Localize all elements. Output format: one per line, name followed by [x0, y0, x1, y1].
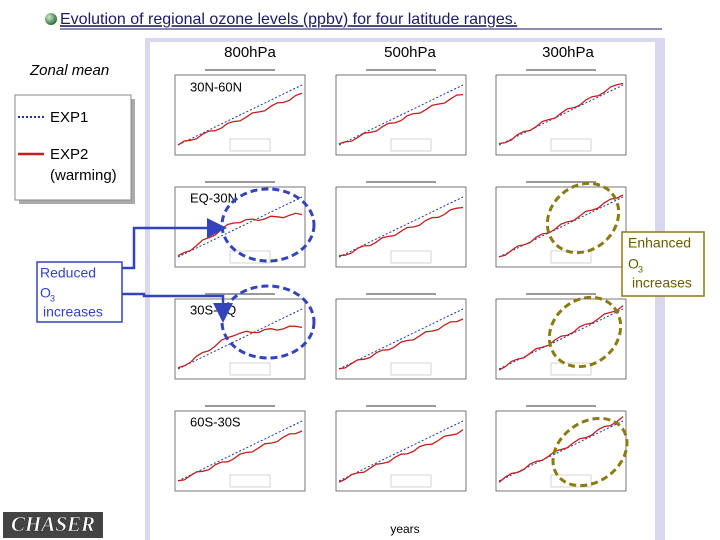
exp1-curve — [338, 420, 464, 482]
exp1-curve — [177, 420, 303, 482]
column-header: 500hPa — [384, 44, 436, 61]
column-header: 800hPa — [224, 44, 276, 61]
mini-legend — [229, 362, 271, 376]
exp2-curve — [498, 416, 624, 483]
mini-legend — [550, 138, 592, 152]
exp2-curve — [338, 93, 464, 145]
annotation-text: increases — [43, 304, 103, 320]
exp2-curve — [177, 92, 303, 146]
exp2-curve — [338, 206, 464, 257]
logo-box — [3, 512, 103, 538]
highlight — [551, 416, 629, 488]
exp1-curve — [338, 308, 464, 370]
exp1-curve — [498, 420, 624, 482]
highlight — [547, 295, 623, 369]
mini-legend — [390, 362, 432, 376]
exp1-curve — [338, 196, 464, 258]
mini-legend — [390, 138, 432, 152]
annotation-text: increases — [632, 275, 692, 291]
exp1-curve — [177, 196, 303, 258]
exp1-curve — [498, 308, 624, 370]
mini-legend — [390, 474, 432, 488]
highlight — [220, 187, 316, 263]
exp1-curve — [177, 308, 303, 370]
exp1-curve — [498, 84, 624, 146]
exp2-curve — [338, 318, 464, 370]
annotation-text: Enhanced — [628, 235, 691, 251]
annotation-text: Reduced — [40, 265, 96, 281]
exp2-curve — [177, 325, 303, 369]
exp2-curve — [177, 212, 303, 257]
row-label: EQ-30N — [190, 190, 237, 205]
arrow — [122, 292, 233, 323]
exp2-curve — [498, 194, 624, 258]
exp2-curve — [338, 429, 464, 483]
exp1-curve — [338, 84, 464, 146]
annotation-subscript: 3 — [50, 293, 55, 303]
legend-label: EXP2 — [50, 146, 88, 163]
legend-label: EXP1 — [50, 109, 88, 126]
slide-title: Evolution of regional ozone levels (ppbv… — [60, 11, 517, 28]
arrow — [122, 218, 227, 270]
annotation-box — [621, 231, 705, 297]
legend-note: (warming) — [50, 167, 117, 184]
mini-legend — [390, 250, 432, 264]
exp2-curve — [498, 82, 624, 145]
annotation-box — [36, 261, 123, 323]
exp2-curve — [177, 430, 303, 482]
logo: CHASER — [11, 512, 95, 536]
highlight — [220, 284, 316, 360]
annotation-subscript: 3 — [638, 264, 643, 274]
exp1-curve — [177, 84, 303, 146]
column-header: 300hPa — [542, 44, 594, 61]
zonal-mean-label: Zonal mean — [29, 62, 109, 79]
row-label: 30N-60N — [190, 79, 242, 94]
mini-legend — [229, 138, 271, 152]
annotation-text: O — [628, 256, 639, 272]
x-axis-label: years — [390, 522, 419, 536]
exp2-curve — [498, 305, 624, 371]
bullet — [45, 13, 57, 25]
exp1-curve — [498, 196, 624, 258]
mini-legend — [229, 474, 271, 488]
legend — [14, 94, 132, 201]
row-label: 60S-30S — [190, 414, 241, 429]
annotation-text: O — [40, 285, 51, 301]
